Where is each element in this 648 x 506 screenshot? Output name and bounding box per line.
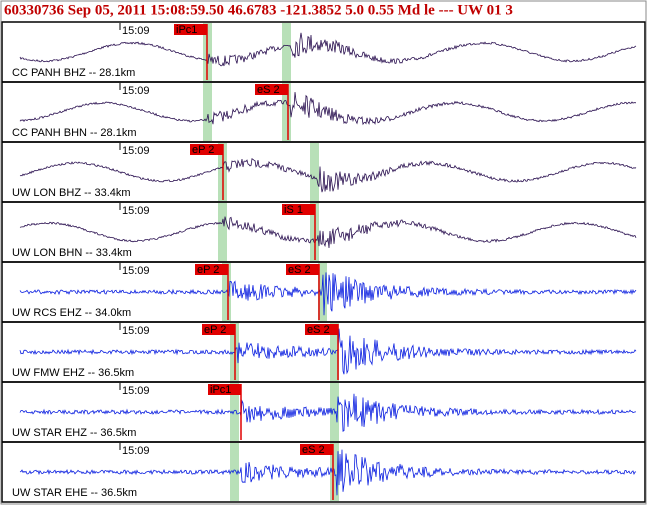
waveform bbox=[19, 216, 637, 249]
time-label: 15:09 bbox=[122, 325, 150, 337]
waveform bbox=[19, 449, 637, 496]
trace-panel bbox=[1, 441, 646, 503]
station-label: UW RCS EHZ -- 34.0km bbox=[12, 307, 131, 319]
station-label: UW FMW EHZ -- 36.5km bbox=[12, 367, 134, 379]
pick-label: eS 2 bbox=[288, 264, 311, 276]
phase-window bbox=[230, 383, 239, 441]
header-title: 60330736 Sep 05, 2011 15:08:59.50 46.678… bbox=[4, 2, 513, 18]
phase-window bbox=[318, 263, 327, 321]
phase-window bbox=[310, 143, 319, 201]
pick-label: eS 2 bbox=[257, 84, 280, 96]
station-label: CC PANH BHN -- 28.1km bbox=[12, 127, 136, 139]
time-label: 15:09 bbox=[122, 385, 150, 397]
pick-label: eP 2 bbox=[197, 264, 219, 276]
pick-box bbox=[300, 444, 333, 455]
phase-window bbox=[222, 263, 231, 321]
phase-window bbox=[230, 443, 239, 501]
pick-box bbox=[202, 324, 235, 335]
waveform bbox=[19, 272, 637, 316]
pick-box bbox=[190, 144, 223, 155]
pick-label: eS 2 bbox=[302, 444, 325, 456]
pick-label: eS 2 bbox=[307, 324, 330, 336]
phase-window bbox=[203, 83, 212, 141]
time-label: 15:09 bbox=[122, 265, 150, 277]
waveform bbox=[19, 92, 637, 126]
time-label: 15:09 bbox=[122, 445, 150, 457]
pick-label: iPc1 bbox=[210, 384, 231, 396]
time-label: 15:09 bbox=[122, 145, 150, 157]
pick-box bbox=[208, 384, 241, 395]
pick-box bbox=[282, 204, 315, 215]
pick-label: eP 2 bbox=[192, 144, 214, 156]
pick-box bbox=[195, 264, 228, 275]
phase-window bbox=[282, 23, 291, 81]
waveform bbox=[19, 158, 637, 193]
station-label: UW LON BHN -- 33.4km bbox=[12, 247, 132, 259]
phase-window bbox=[218, 203, 227, 261]
pick-label: iPc1 bbox=[176, 24, 197, 36]
waveform bbox=[19, 393, 636, 432]
waveform bbox=[19, 328, 637, 375]
station-label: CC PANH BHZ -- 28.1km bbox=[12, 67, 135, 79]
station-label: UW LON BHZ -- 33.4km bbox=[12, 187, 131, 199]
pick-box bbox=[174, 24, 207, 35]
pick-box bbox=[255, 84, 288, 95]
time-label: 15:09 bbox=[122, 85, 150, 97]
time-label: 15:09 bbox=[122, 25, 150, 37]
pick-box bbox=[286, 264, 319, 275]
station-label: UW STAR EHE -- 36.5km bbox=[12, 487, 137, 499]
station-label: UW STAR EHZ -- 36.5km bbox=[12, 427, 136, 439]
waveform bbox=[19, 32, 637, 67]
phase-window bbox=[282, 83, 291, 141]
pick-box bbox=[305, 324, 338, 335]
pick-label: eP 2 bbox=[204, 324, 226, 336]
pick-label: iS 1 bbox=[284, 204, 303, 216]
time-label: 15:09 bbox=[122, 205, 150, 217]
